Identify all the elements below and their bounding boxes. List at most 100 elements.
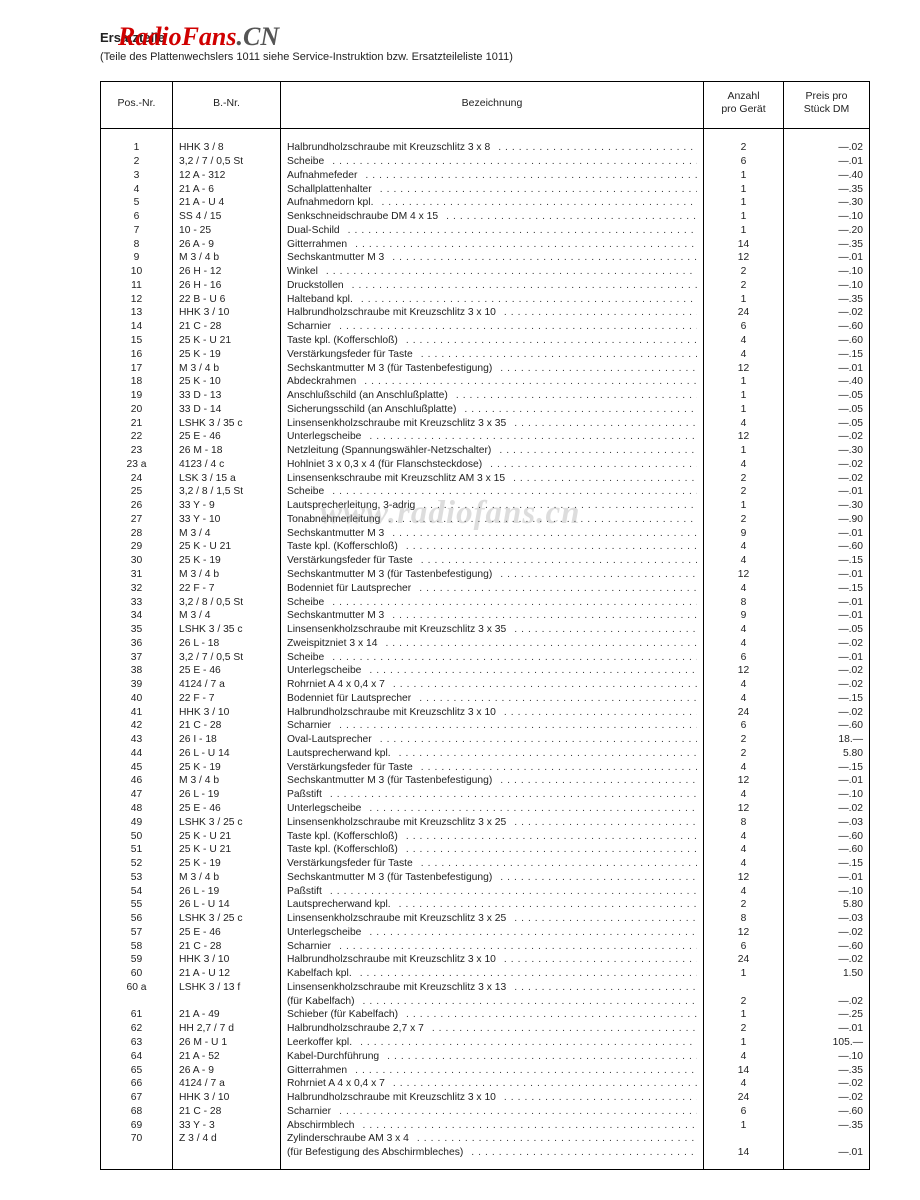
table-row: 13HHK 3 / 10Halbrundholzschraube mit Kre…	[101, 306, 870, 320]
cell-bez: Hohlniet 3 x 0,3 x 4 (für Flanschsteckdo…	[281, 458, 704, 472]
cell-anz: 4	[704, 334, 784, 348]
table-row: 6326 M - U 1Leerkoffer kpl..............…	[101, 1036, 870, 1050]
cell-pos: 6	[101, 210, 173, 224]
page-subtitle: (Teile des Plattenwechslers 1011 siehe S…	[100, 51, 870, 63]
cell-anz: 4	[704, 623, 784, 637]
cell-anz: 2	[704, 513, 784, 527]
cell-preis: —.40	[784, 375, 870, 389]
cell-preis: —.10	[784, 1049, 870, 1063]
cell-preis: 105.—	[784, 1036, 870, 1050]
cell-anz: 12	[704, 802, 784, 816]
cell-bnr: 21 C - 28	[173, 320, 281, 334]
cell-preis: —.35	[784, 1118, 870, 1132]
cell-pos: 25	[101, 485, 173, 499]
table-row: 1421 C - 28Scharnier....................…	[101, 320, 870, 334]
cell-bnr: 3,2 / 7 / 0,5 St	[173, 155, 281, 169]
cell-pos: 5	[101, 196, 173, 210]
cell-bnr: HHK 3 / 10	[173, 705, 281, 719]
cell-preis: —.60	[784, 320, 870, 334]
cell-bez: Kabelfach kpl...........................…	[281, 967, 704, 981]
cell-pos: 67	[101, 1091, 173, 1105]
cell-preis: —.01	[784, 871, 870, 885]
cell-pos: 59	[101, 953, 173, 967]
cell-bnr: 26 L - 18	[173, 637, 281, 651]
cell-pos: 19	[101, 389, 173, 403]
cell-anz: 12	[704, 926, 784, 940]
table-row: 23,2 / 7 / 0,5 StScheibe................…	[101, 155, 870, 169]
cell-bez: Scharnier...............................…	[281, 939, 704, 953]
table-row: 394124 / 7 aRohrniet A 4 x 0,4 x 7......…	[101, 678, 870, 692]
cell-bez: Unterlegscheibe.........................…	[281, 926, 704, 940]
cell-bnr: M 3 / 4 b	[173, 251, 281, 265]
cell-preis: —.25	[784, 1008, 870, 1022]
cell-pos: 23 a	[101, 458, 173, 472]
cell-pos: 56	[101, 912, 173, 926]
cell-pos: 41	[101, 705, 173, 719]
cell-preis: —.01	[784, 1022, 870, 1036]
cell-pos: 31	[101, 568, 173, 582]
cell-pos: 16	[101, 347, 173, 361]
col-header-bez: Bezeichnung	[281, 82, 704, 129]
table-row: 5725 E - 46Unterlegscheibe..............…	[101, 926, 870, 940]
cell-pos: 48	[101, 802, 173, 816]
cell-anz: 4	[704, 637, 784, 651]
table-row: 333,2 / 8 / 0,5 StScheibe...............…	[101, 595, 870, 609]
cell-bez: Dual-Schild.............................…	[281, 224, 704, 238]
cell-anz: 6	[704, 719, 784, 733]
cell-pos: 60 a	[101, 981, 173, 995]
cell-preis: 5.80	[784, 747, 870, 761]
col-header-anz: Anzahl pro Gerät	[704, 82, 784, 129]
cell-bez: Schieber (für Kabelfach)................…	[281, 1008, 704, 1022]
cell-pos: 24	[101, 471, 173, 485]
cell-anz: 4	[704, 884, 784, 898]
cell-bez: Zweispitzniet 3 x 14....................…	[281, 637, 704, 651]
cell-bnr: LSHK 3 / 35 c	[173, 416, 281, 430]
table-row: (für Kabelfach).........................…	[101, 994, 870, 1008]
cell-preis: —.02	[784, 926, 870, 940]
cell-anz: 8	[704, 815, 784, 829]
cell-preis: —.15	[784, 347, 870, 361]
cell-bnr: 33 Y - 9	[173, 499, 281, 513]
cell-bez: Sechskantmutter M 3.....................…	[281, 251, 704, 265]
cell-pos: 51	[101, 843, 173, 857]
table-row: 2633 Y - 9Lautsprecherleitung, 3-adrig..…	[101, 499, 870, 513]
cell-bez: Verstärkungsfeder für Taste.............…	[281, 857, 704, 871]
cell-preis: —.05	[784, 623, 870, 637]
cell-bez: Paßstift................................…	[281, 788, 704, 802]
table-row: 70Z 3 / 4 dZylinderschraube AM 3 x 4....…	[101, 1132, 870, 1146]
cell-anz: 2	[704, 733, 784, 747]
cell-anz: 2	[704, 994, 784, 1008]
cell-bez: Netzleitung (Spannungswähler-Netzschalte…	[281, 444, 704, 458]
cell-bnr: M 3 / 4 b	[173, 361, 281, 375]
cell-preis: —.10	[784, 884, 870, 898]
cell-bnr: HHK 3 / 10	[173, 953, 281, 967]
cell-bnr: 12 A - 312	[173, 168, 281, 182]
table-row: 34M 3 / 4Sechskantmutter M 3............…	[101, 609, 870, 623]
cell-bnr: 21 A - 6	[173, 182, 281, 196]
cell-pos: 37	[101, 650, 173, 664]
page-title: Ersatzteile	[100, 30, 870, 45]
cell-bez: Verstärkungsfeder für Taste.............…	[281, 760, 704, 774]
cell-bnr: 26 A - 9	[173, 237, 281, 251]
cell-anz: 1	[704, 210, 784, 224]
cell-preis: —.02	[784, 430, 870, 444]
cell-preis: —.35	[784, 292, 870, 306]
cell-preis: 1.50	[784, 967, 870, 981]
cell-preis: —.03	[784, 815, 870, 829]
cell-preis: —.02	[784, 953, 870, 967]
table-header-row: Pos.-Nr. B.-Nr. Bezeichnung Anzahl pro G…	[101, 82, 870, 129]
cell-anz: 1	[704, 182, 784, 196]
cell-bez: Halbrundholzschraube mit Kreuzschlitz 3 …	[281, 953, 704, 967]
cell-preis: —.20	[784, 224, 870, 238]
cell-bez: Bodenniet für Lautsprecher..............…	[281, 692, 704, 706]
cell-preis: —.10	[784, 788, 870, 802]
cell-anz: 2	[704, 129, 784, 155]
cell-bnr: 25 K - U 21	[173, 843, 281, 857]
table-row: 4525 K - 19Verstärkungsfeder für Taste..…	[101, 760, 870, 774]
cell-preis: —.15	[784, 760, 870, 774]
cell-preis: —.01	[784, 251, 870, 265]
cell-pos: 11	[101, 279, 173, 293]
cell-preis: —.60	[784, 719, 870, 733]
table-row: 17M 3 / 4 bSechskantmutter M 3 (für Tast…	[101, 361, 870, 375]
table-row: 6121 A - 49Schieber (für Kabelfach).....…	[101, 1008, 870, 1022]
